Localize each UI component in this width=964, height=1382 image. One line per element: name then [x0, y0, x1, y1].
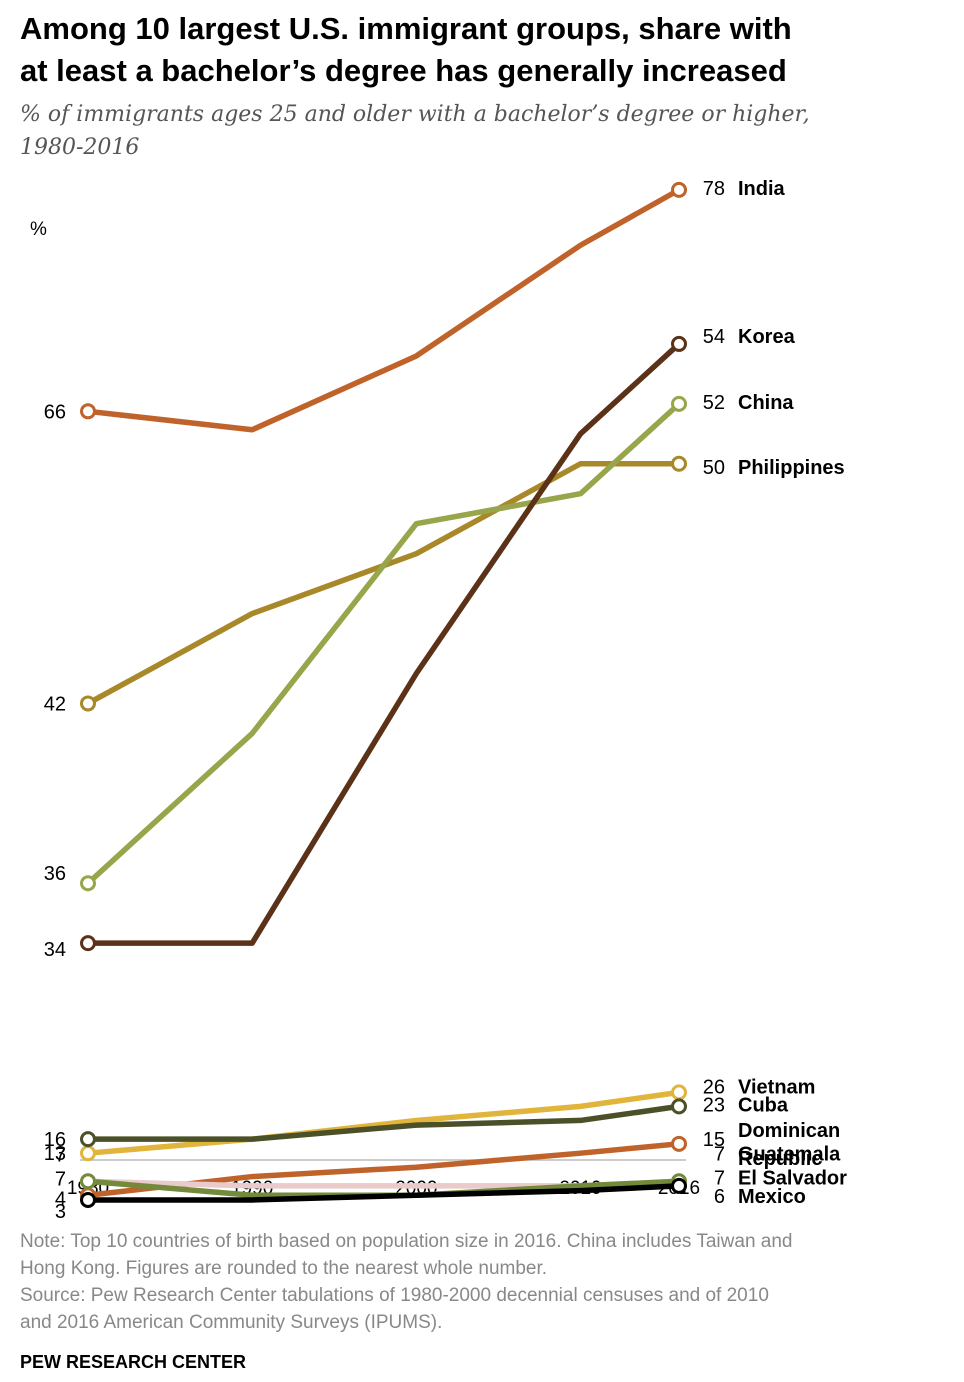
end-value-dominican-republic: 15	[703, 1129, 725, 1151]
series-name-el-salvador: El Salvador	[738, 1167, 847, 1189]
source-line-1: Source: Pew Research Center tabulations …	[20, 1285, 769, 1306]
start-marker-korea	[80, 935, 96, 952]
series-name-dominican-republic-line-2: Republic	[738, 1148, 822, 1170]
series-name-dominican-republic-line-1: Dominican	[738, 1120, 840, 1142]
end-value-cuba: 23	[703, 1094, 725, 1116]
start-marker-china	[80, 875, 96, 892]
series-name-korea: Korea	[738, 326, 796, 348]
start-value-el-salvador: 7	[55, 1168, 66, 1190]
end-marker-cuba	[671, 1098, 687, 1115]
series-line-cuba	[85, 1103, 682, 1142]
series-line-china	[85, 401, 682, 886]
series-name-mexico: Mexico	[738, 1186, 806, 1208]
end-marker-korea	[671, 335, 687, 352]
series-name-philippines: Philippines	[738, 457, 845, 479]
series-line-philippines	[85, 461, 682, 707]
series-line-mexico	[85, 1183, 682, 1203]
note-line-2: Hong Kong. Figures are rounded to the ne…	[20, 1258, 548, 1279]
end-marker-dominican-republic	[671, 1135, 687, 1152]
start-value-mexico: 3	[55, 1201, 66, 1223]
end-value-el-salvador: 7	[714, 1167, 725, 1189]
end-value-guatemala: 7	[714, 1143, 725, 1165]
note-line-1: Note: Top 10 countries of birth based on…	[20, 1231, 793, 1252]
start-marker-philippines	[80, 695, 96, 712]
end-marker-india	[671, 181, 687, 198]
end-marker-mexico	[671, 1177, 687, 1194]
series-name-guatemala: Guatemala	[738, 1143, 841, 1165]
end-value-vietnam: 26	[703, 1076, 725, 1098]
end-value-india: 78	[703, 178, 725, 200]
series-markers	[80, 181, 687, 1208]
end-marker-china	[671, 395, 687, 412]
end-marker-philippines	[671, 455, 687, 472]
start-value-philippines: 42	[44, 693, 66, 715]
series-line-india	[85, 187, 682, 433]
chart-title: Among 10 largest U.S. immigrant groups, …	[20, 8, 940, 92]
end-value-china: 52	[703, 392, 725, 414]
series-lines	[85, 187, 682, 1203]
end-value-mexico: 6	[714, 1186, 725, 1208]
series-name-cuba: Cuba	[738, 1094, 789, 1116]
start-marker-india	[80, 403, 96, 420]
subtitle-line-2: 1980-2016	[20, 135, 140, 160]
start-marker-vietnam	[80, 1145, 96, 1162]
chart-notes: Note: Top 10 countries of birth based on…	[20, 1228, 920, 1336]
series-name-india: India	[738, 178, 786, 200]
start-value-china: 36	[44, 863, 66, 885]
start-value-korea: 34	[44, 939, 66, 961]
start-marker-cuba	[80, 1131, 96, 1148]
end-marker-vietnam	[671, 1084, 687, 1101]
start-marker-mexico	[80, 1191, 96, 1208]
unit-label: %	[30, 219, 47, 240]
brand-footer: PEW RESEARCH CENTER	[20, 1352, 247, 1372]
start-value-dominican-republic: 4	[55, 1188, 66, 1210]
source-line-2: and 2016 American Community Surveys (IPU…	[20, 1312, 443, 1333]
start-value-india: 66	[44, 401, 66, 423]
start-value-vietnam: 13	[44, 1143, 66, 1165]
series-line-korea	[85, 341, 682, 946]
start-value-cuba: 16	[44, 1129, 66, 1151]
series-line-vietnam	[85, 1089, 682, 1156]
chart-subtitle: % of immigrants ages 25 and older with a…	[20, 98, 920, 164]
subtitle-line-1: % of immigrants ages 25 and older with a…	[20, 102, 810, 127]
start-marker-el-salvador	[80, 1173, 96, 1190]
start-value-guatemala: 7	[55, 1144, 66, 1166]
title-line-2: at least a bachelor’s degree has general…	[20, 53, 787, 88]
series-name-vietnam: Vietnam	[738, 1076, 815, 1098]
end-value-philippines: 50	[703, 457, 725, 479]
end-value-korea: 54	[703, 326, 725, 348]
series-name-china: China	[738, 392, 794, 414]
end-value-labels: 78 India 50 Philippines 52 China 54 Korea 26 Viet…	[703, 178, 847, 1208]
title-line-1: Among 10 largest U.S. immigrant groups, …	[20, 11, 792, 46]
